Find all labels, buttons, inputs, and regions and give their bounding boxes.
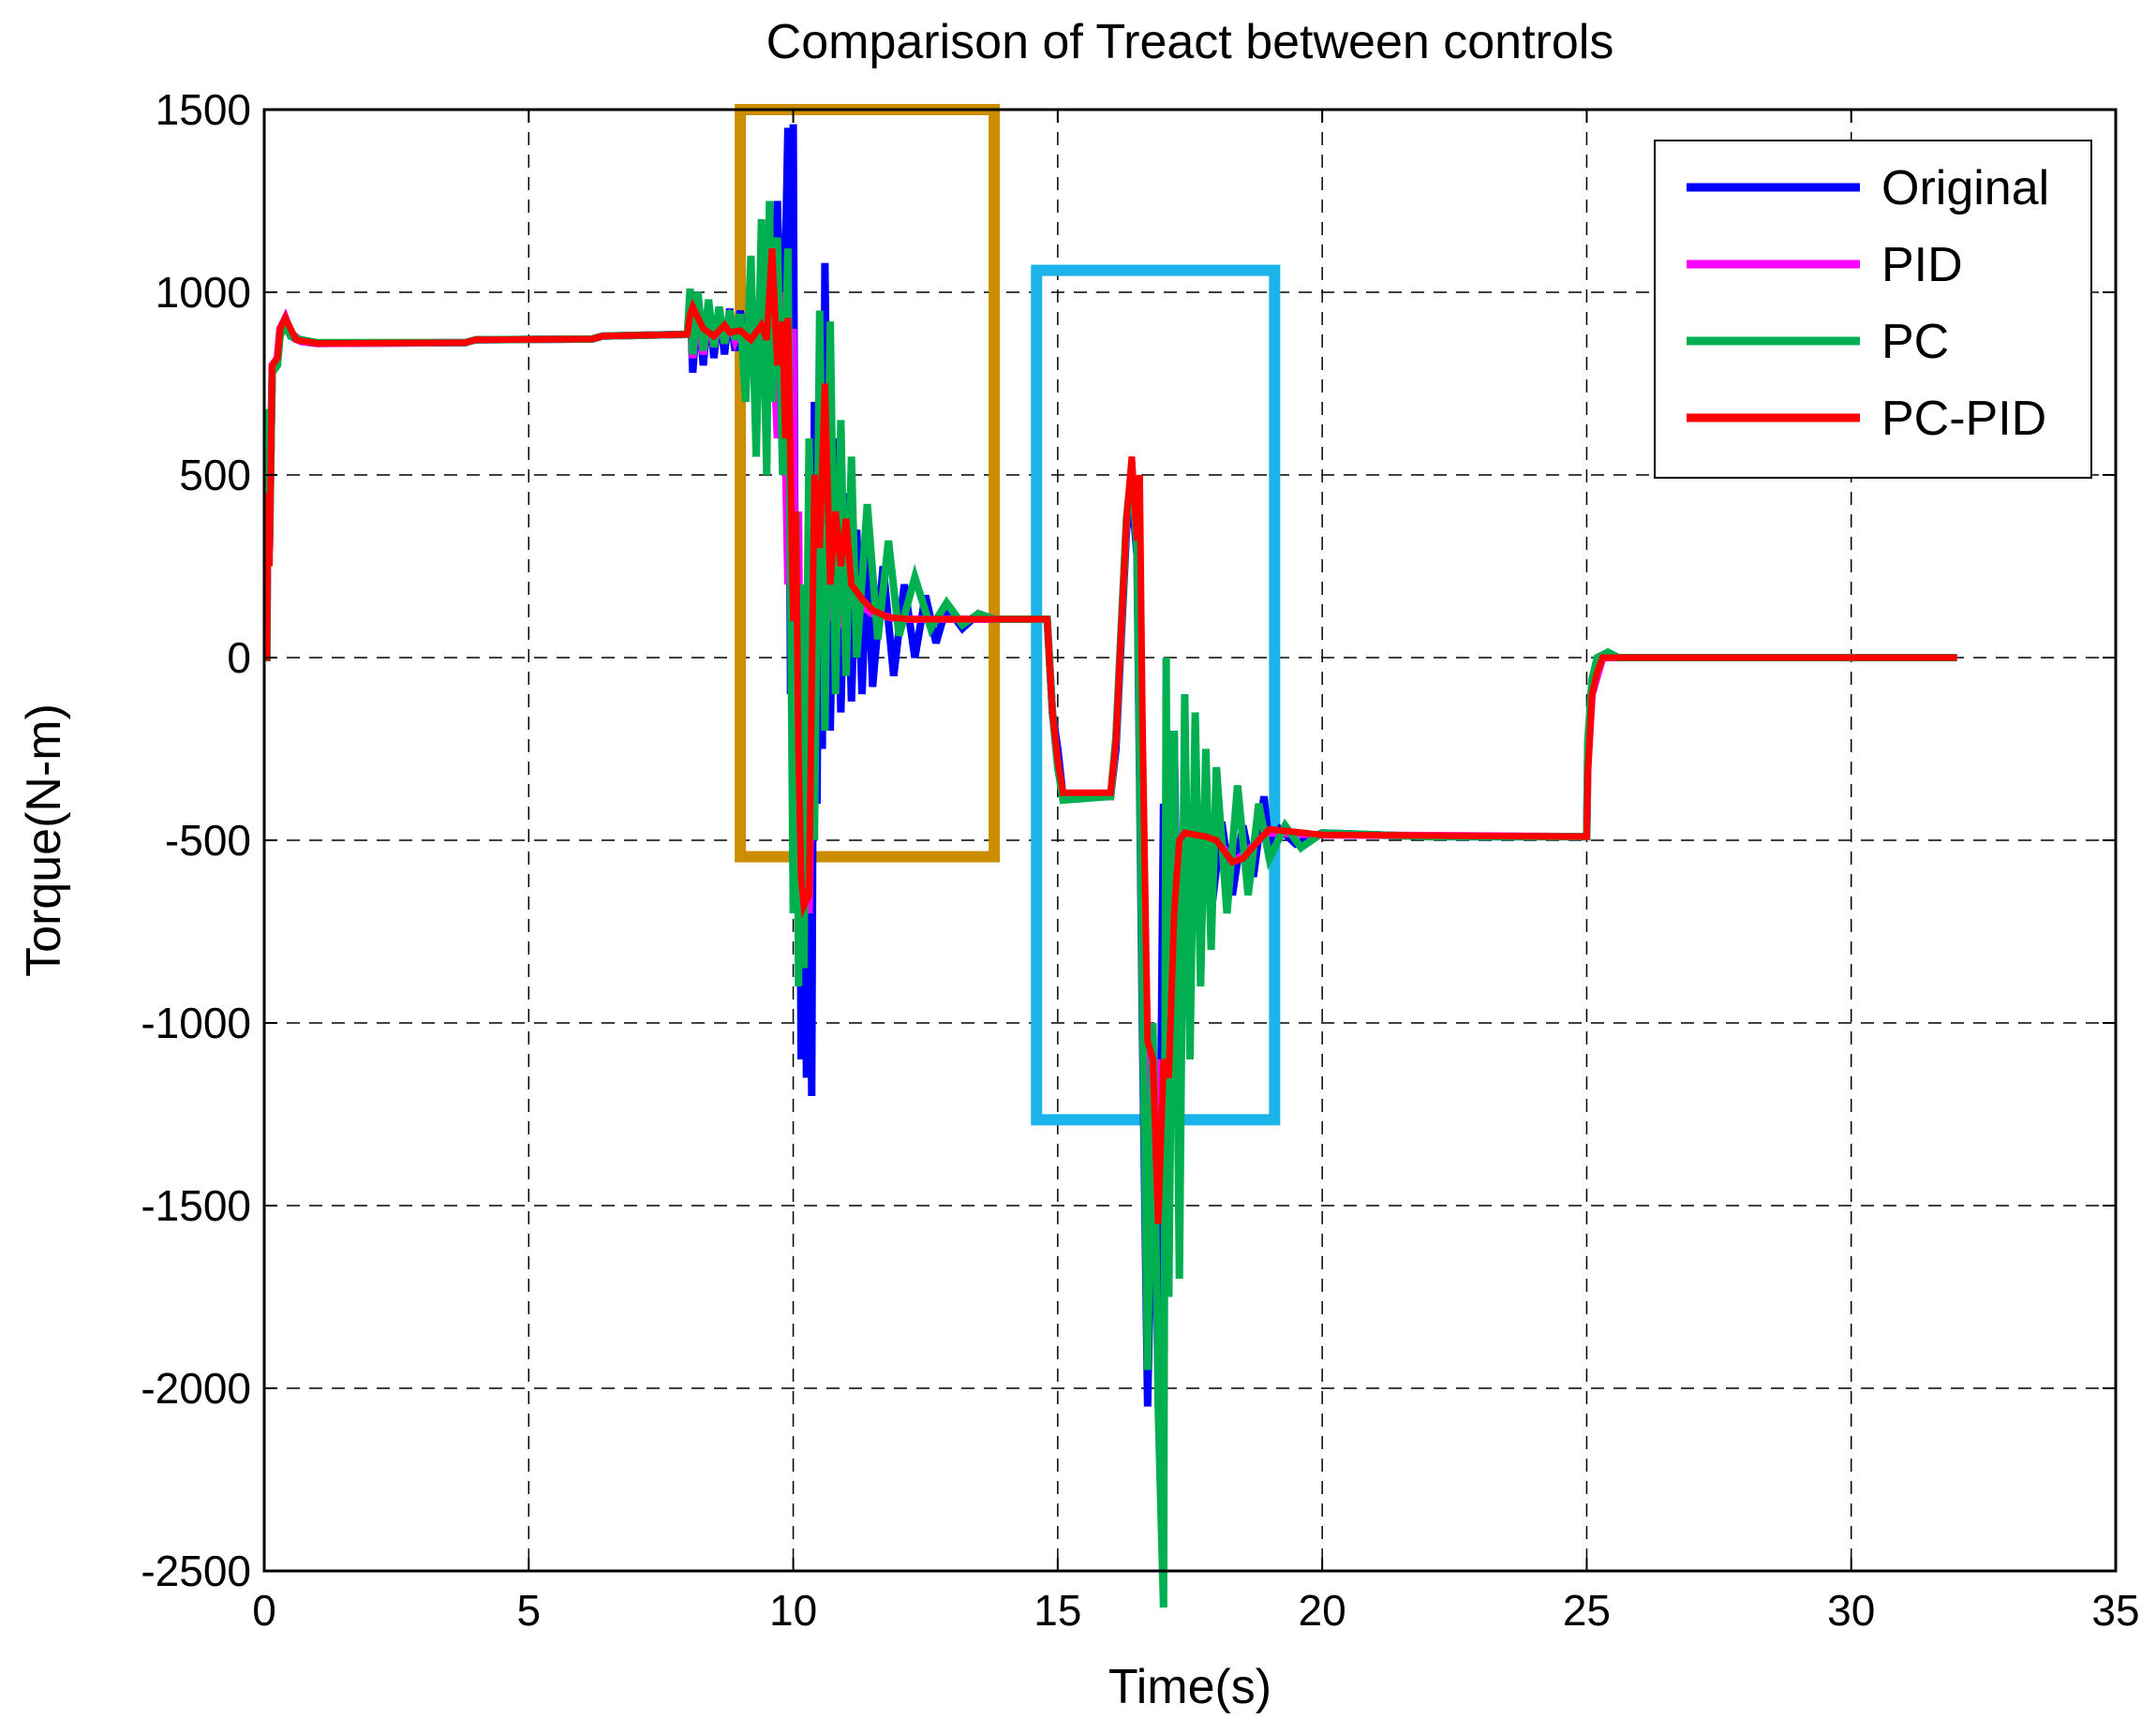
y-tick-label: -1000 (141, 999, 251, 1047)
y-tick-label: -1500 (141, 1181, 251, 1230)
axis-ticks: 0 5 10 15 20 25 30 35 1500 1000 500 0 -500 -1000 -1500… (141, 85, 2139, 1635)
x-tick-label: 0 (252, 1586, 276, 1635)
series-line-pc (262, 200, 1957, 1608)
y-tick-label: 1000 (156, 268, 251, 317)
legend-label-original: Original (1881, 161, 2049, 215)
legend-label-pc-pid: PC-PID (1881, 392, 2046, 446)
y-tick-label: 1500 (156, 85, 251, 134)
x-axis-title: Time(s) (1108, 1660, 1271, 1714)
y-tick-label: -500 (165, 816, 251, 865)
y-tick-label: -2000 (141, 1364, 251, 1413)
x-tick-label: 20 (1299, 1586, 1346, 1635)
chart-title: Comparison of Treact between controls (766, 15, 1614, 69)
legend-label-pc: PC (1881, 315, 1949, 369)
x-tick-label: 25 (1563, 1586, 1611, 1635)
x-tick-label: 10 (769, 1586, 817, 1635)
x-tick-label: 35 (2091, 1586, 2139, 1635)
y-tick-label: -2500 (141, 1547, 251, 1595)
legend-label-pid: PID (1881, 238, 1963, 292)
y-tick-label: 500 (179, 451, 251, 499)
x-tick-label: 15 (1033, 1586, 1081, 1635)
legend: Original PID PC PC-PID (1654, 140, 2092, 479)
x-tick-label: 5 (516, 1586, 541, 1635)
y-axis-title: Torque(N-m) (17, 704, 71, 977)
x-tick-label: 30 (1827, 1586, 1875, 1635)
series-line-pc-pid (263, 247, 1957, 1224)
data-series (262, 124, 1957, 1608)
y-tick-label: 0 (227, 633, 251, 682)
